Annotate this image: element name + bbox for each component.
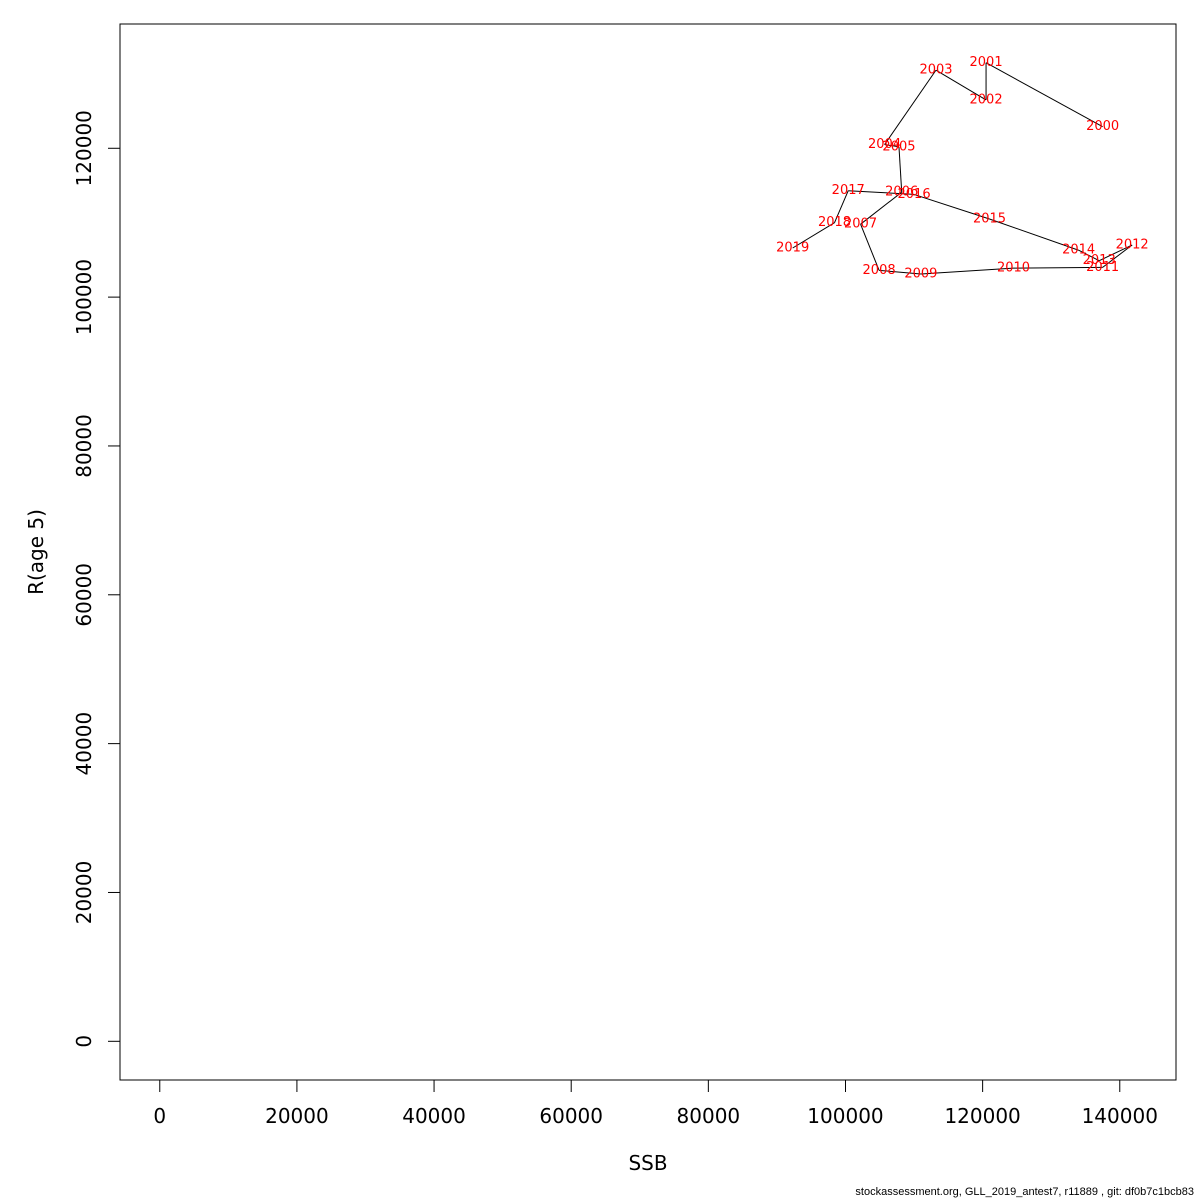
series-segment <box>898 146 903 193</box>
year-label-2003: 2003 <box>919 63 952 78</box>
x-tick-label: 80000 <box>677 1104 741 1128</box>
year-label-2015: 2015 <box>973 211 1006 226</box>
y-axis: 0 20000 40000 60000 80000 100000 120000 <box>72 110 121 1048</box>
series-segment <box>920 267 1014 275</box>
year-label-2017: 2017 <box>832 183 865 198</box>
x-tick-label: 120000 <box>944 1104 1020 1128</box>
series-segment <box>879 269 921 275</box>
series-segment <box>792 222 835 249</box>
year-label-2014: 2014 <box>1062 243 1095 258</box>
series-segment <box>860 223 880 271</box>
series-segment <box>1013 266 1103 269</box>
year-label-2004: 2004 <box>868 137 901 152</box>
x-tick-label: 0 <box>153 1104 166 1128</box>
series-segment <box>1098 244 1133 262</box>
series-segment <box>884 69 937 145</box>
year-label-2016: 2016 <box>898 187 931 202</box>
x-axis: 0 20000 40000 60000 80000 100000 120000 140000 <box>153 1079 1158 1128</box>
year-label-2013: 2013 <box>1083 253 1116 268</box>
series-segment <box>985 62 1103 128</box>
year-label-2009: 2009 <box>904 267 937 282</box>
year-label-2007: 2007 <box>844 217 877 232</box>
series-segment <box>1102 244 1133 268</box>
y-tick-label: 100000 <box>72 259 96 335</box>
x-tick-label: 60000 <box>539 1104 603 1128</box>
y-tick-label: 120000 <box>72 110 96 186</box>
year-label-2000: 2000 <box>1086 119 1119 134</box>
series-segment <box>848 190 915 195</box>
series-segment <box>913 193 990 220</box>
y-tick-label: 0 <box>72 1035 96 1048</box>
series-segment <box>834 190 849 223</box>
y-tick-label: 20000 <box>72 861 96 925</box>
y-tick-label: 80000 <box>72 414 96 478</box>
series-segment <box>884 144 900 148</box>
footer-note: stockassessment.org, GLL_2019_antest7, r… <box>855 1186 1194 1198</box>
year-label-2019: 2019 <box>776 241 809 256</box>
series-segment <box>860 191 903 225</box>
series-segment <box>1078 249 1100 262</box>
year-label-2011: 2011 <box>1086 260 1119 275</box>
year-label-2006: 2006 <box>885 185 918 200</box>
year-label-2001: 2001 <box>970 55 1003 70</box>
x-axis-label: SSB <box>628 1151 667 1175</box>
series-path <box>792 62 1133 275</box>
year-label-2008: 2008 <box>863 263 896 278</box>
year-label-2002: 2002 <box>970 92 1003 107</box>
year-label-2005: 2005 <box>882 139 915 154</box>
x-tick-label: 40000 <box>402 1104 466 1128</box>
year-label-2018: 2018 <box>818 215 851 230</box>
x-tick-label: 140000 <box>1082 1104 1158 1128</box>
y-axis-label: R(age 5) <box>24 509 48 595</box>
x-tick-label: 20000 <box>265 1104 329 1128</box>
y-tick-label: 40000 <box>72 712 96 776</box>
plot-frame <box>119 23 1177 1081</box>
x-tick-label: 100000 <box>807 1104 883 1128</box>
y-tick-label: 60000 <box>72 563 96 627</box>
year-label-2012: 2012 <box>1116 238 1149 253</box>
year-label-2010: 2010 <box>997 261 1030 276</box>
series-segment <box>935 69 987 101</box>
series-segment <box>989 218 1079 251</box>
